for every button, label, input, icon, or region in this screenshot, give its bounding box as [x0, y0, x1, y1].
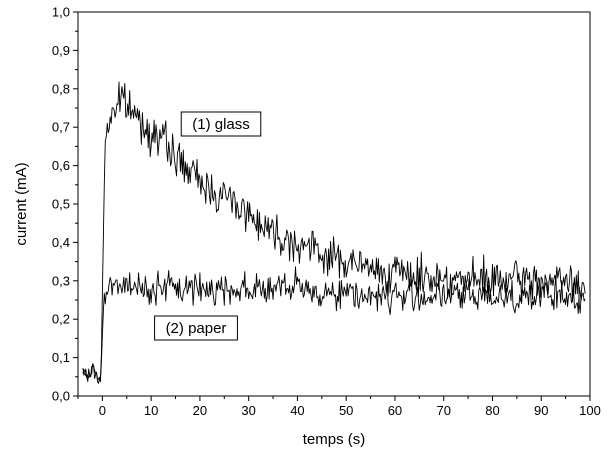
y-tick-label: 1,0	[52, 5, 70, 20]
y-tick-label: 0,8	[52, 81, 70, 96]
x-tick-label: 90	[534, 403, 548, 418]
y-tick-label: 0,5	[52, 197, 70, 212]
x-axis-title: temps (s)	[303, 431, 366, 448]
y-tick-label: 0,0	[52, 389, 70, 404]
annotation-paper-box	[154, 315, 238, 341]
ticks	[73, 11, 591, 401]
x-tick-label: 0	[99, 403, 106, 418]
y-tick-label: 0,6	[52, 158, 70, 173]
series-layer	[82, 81, 586, 384]
annotations: (1) glass (2) paper	[154, 111, 262, 341]
x-tick-label: 100	[579, 403, 601, 418]
x-tick-label: 40	[290, 403, 304, 418]
annotation-glass: (1) glass	[180, 111, 262, 137]
x-tick-label: 30	[241, 403, 255, 418]
x-tick-label: 70	[436, 403, 450, 418]
x-tick-label: 80	[485, 403, 499, 418]
x-tick-label: 10	[144, 403, 158, 418]
y-tick-label: 0,3	[52, 273, 70, 288]
tick-labels: 0 10 20 30 40 50 60 70 80 90 100 0,0 0,1 0,2 0,3 0,4 0,5…	[52, 5, 601, 419]
x-tick-label: 50	[339, 403, 353, 418]
x-tick-label: 20	[193, 403, 207, 418]
y-tick-label: 0,4	[52, 235, 70, 250]
annotation-glass-box	[180, 111, 262, 137]
y-tick-label: 0,1	[52, 350, 70, 365]
x-tick-label: 60	[388, 403, 402, 418]
plot-frame	[77, 11, 591, 397]
y-axis-title: current (mA)	[13, 162, 30, 245]
annotation-paper-label: (2) paper	[166, 320, 227, 337]
y-tick-label: 0,2	[52, 312, 70, 327]
annotation-glass-label: (1) glass	[192, 116, 250, 133]
series-line-2	[82, 266, 586, 384]
series-line-1	[82, 81, 586, 382]
annotation-paper: (2) paper	[154, 315, 238, 341]
y-tick-label: 0,7	[52, 120, 70, 135]
y-tick-label: 0,9	[52, 43, 70, 58]
